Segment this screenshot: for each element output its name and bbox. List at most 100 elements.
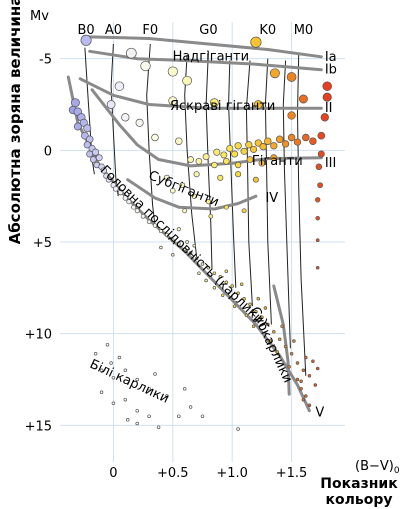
star-point [317,150,325,158]
star-point [170,238,175,243]
star-point [106,100,116,109]
star-point [287,133,296,142]
star-point [281,140,290,148]
star-point [99,390,104,395]
star-point [125,47,137,59]
star-point [315,238,320,243]
star-point [304,394,308,398]
star-point [194,256,199,261]
star-point [175,137,183,145]
star-point [171,253,175,257]
star-point [192,243,196,248]
star-point [195,157,203,165]
star-point [140,213,146,219]
star-point [200,414,205,418]
star-point [250,145,258,153]
star-point [200,262,205,266]
star-point [277,337,282,341]
y-axis-label: Абсолютна зоряна величина [6,0,24,244]
star-point [286,72,297,82]
star-point [232,304,237,308]
star-point [244,313,249,318]
star-point [220,151,228,159]
star-point [125,418,130,422]
star-point [205,199,211,205]
star-point [109,361,113,365]
spectral-class-label: A0 [105,23,122,38]
star-point [182,386,187,391]
star-point [295,361,300,365]
luminosity-line [78,77,323,110]
star-point [217,174,224,181]
spectral-boundary [264,58,272,325]
x-tick-label: +1.0 [216,466,248,481]
star-point [167,66,178,77]
star-point [176,241,181,246]
star-point [236,427,240,431]
star-point [298,94,308,104]
spectral-class-label: M0 [294,23,314,38]
spectral-boundary-lines [84,43,307,376]
star-point [89,156,97,163]
star-point [83,141,91,149]
star-point [117,355,122,360]
grid [60,22,345,462]
star-point [147,386,151,391]
star-point [309,137,317,145]
star-point [269,68,280,79]
star-point [304,355,308,360]
star-point [218,275,223,279]
star-point [320,113,329,122]
star-point [182,75,192,86]
star-point [315,265,320,270]
star-point [204,278,208,283]
star-point [99,368,104,373]
x-tick-label: +1.5 [276,466,308,481]
y-axis-symbol: Mv [30,9,49,24]
star-point [241,208,247,214]
star-point [317,182,323,189]
star-point [123,368,128,373]
star-point [121,113,130,122]
star-point [70,98,80,108]
star-point [126,199,132,205]
x-tick-label: +0.5 [157,466,189,481]
y-tick-label: +10 [25,328,52,343]
luminosity-class-label: Ia [325,50,337,65]
luminosity-class-label: Ib [325,63,337,78]
star-point [272,330,276,334]
luminosity-class-label: V [315,406,324,421]
star-point [235,171,242,178]
star-point [293,138,302,146]
star-point [287,111,296,120]
star-point [253,100,263,109]
star-point [182,208,188,214]
x-axis-label-line2: кольору [326,492,393,508]
star-point [208,213,214,219]
star-point [114,81,125,91]
star-point [231,150,239,158]
star-point [270,142,278,150]
star-point [315,215,320,221]
star-point [105,176,112,183]
y-tick-label: +15 [25,419,52,434]
luminosity-class-label: III [325,156,337,171]
star-point [188,405,193,409]
star-point [123,397,128,402]
star-point [234,161,242,169]
spectral-boundary [282,60,291,349]
star-point [223,204,229,210]
star-point [111,401,116,406]
star-point [315,197,321,203]
star-point [93,352,98,356]
star-point [170,187,176,194]
star-point [135,408,139,413]
star-point [275,350,280,354]
region-label: Білі карлики [87,357,171,407]
star-point [295,377,300,382]
luminosity-line [88,49,323,72]
star-point [280,324,284,329]
star-point [209,98,219,108]
star-point [234,142,242,150]
star-point [226,144,234,153]
